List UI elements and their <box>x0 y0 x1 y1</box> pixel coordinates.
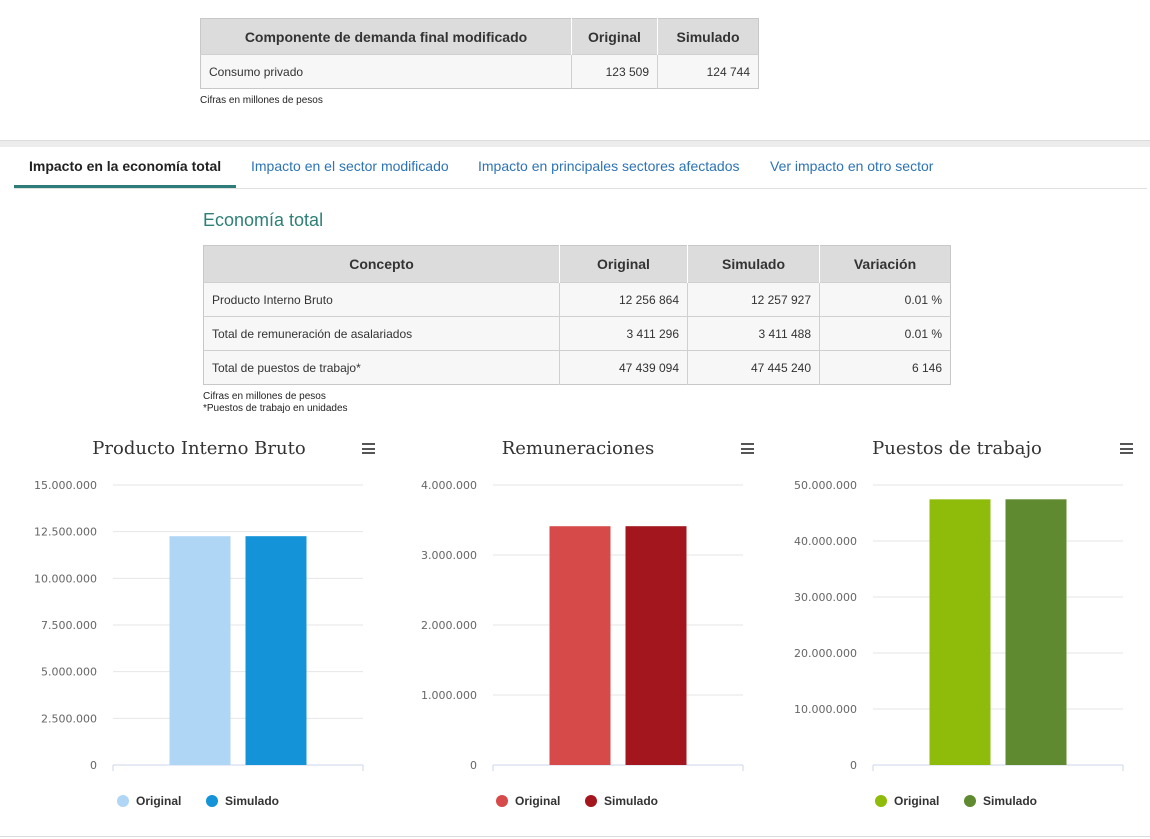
row-simulado: 47 445 240 <box>687 350 820 385</box>
y-tick-label: 10.000.000 <box>34 572 97 585</box>
row-original: 12 256 864 <box>559 282 688 317</box>
row-concept: Total de puestos de trabajo* <box>203 350 560 385</box>
y-tick-label: 20.000.000 <box>794 647 857 660</box>
impact-tabs: Impacto en la economía total Impacto en … <box>14 148 1147 189</box>
row-simulado: 3 411 488 <box>687 316 820 351</box>
section-title: Economía total <box>203 210 324 230</box>
y-tick-label: 40.000.000 <box>794 535 857 548</box>
legend-marker <box>117 795 129 807</box>
chart-title-puestos: Puestos de trabajo <box>872 438 1042 459</box>
legend-item-original[interactable]: Original <box>875 794 939 808</box>
y-tick-label: 0 <box>470 759 477 772</box>
col-header-original: Original <box>571 18 658 55</box>
y-tick-label: 10.000.000 <box>794 703 857 716</box>
y-tick-label: 5.000.000 <box>41 666 97 679</box>
col-header-simulado: Simulado <box>657 18 759 55</box>
col-header-variacion: Variación <box>819 245 951 283</box>
y-tick-label: 30.000.000 <box>794 591 857 604</box>
legend-item-simulado[interactable]: Simulado <box>964 794 1037 808</box>
chart-puestos: 0 10.000.000 20.000.000 30.000.000 40.000.00… <box>794 479 1124 772</box>
chart-remuneraciones: 0 1.000.000 2.000.000 3.000.000 4.000.000 <box>421 479 744 772</box>
y-tick-label: 2.500.000 <box>41 712 97 725</box>
tab-economia-total[interactable]: Impacto en la economía total <box>14 148 237 188</box>
chart-menu-icon[interactable] <box>362 443 375 454</box>
y-tick-label: 3.000.000 <box>421 549 477 562</box>
row-concept: Producto Interno Bruto <box>203 282 560 317</box>
y-tick-label: 4.000.000 <box>421 479 477 492</box>
y-tick-label: 15.000.000 <box>34 479 97 492</box>
tab-sector-modificado[interactable]: Impacto en el sector modificado <box>251 158 449 174</box>
y-tick-label: 1.000.000 <box>421 689 477 702</box>
y-tick-label: 2.000.000 <box>421 619 477 632</box>
section-divider <box>0 140 1150 147</box>
legend-marker <box>496 795 508 807</box>
economy-table-note-2: *Puestos de trabajo en unidades <box>203 403 348 414</box>
table-row: Total de remuneración de asalariados 3 4… <box>203 316 951 351</box>
legend-item-original[interactable]: Original <box>496 794 560 808</box>
legend-item-simulado[interactable]: Simulado <box>206 794 279 808</box>
row-concept: Total de remuneración de asalariados <box>203 316 560 351</box>
bar-original[interactable] <box>169 536 231 765</box>
chart-title-remuneraciones: Remuneraciones <box>501 438 655 459</box>
legend-marker <box>206 795 218 807</box>
chart-title-pib: Producto Interno Bruto <box>92 438 306 459</box>
row-variacion: 0.01 % <box>819 316 951 351</box>
bar-original[interactable] <box>929 499 991 765</box>
table-row: Consumo privado 123 509 124 744 <box>200 54 759 89</box>
chart-pib: 0 2.500.000 5.000.000 7.500.000 10.000.000 12… <box>34 479 364 772</box>
y-tick-label: 7.500.000 <box>41 619 97 632</box>
row-original: 123 509 <box>571 54 658 89</box>
y-tick-label: 50.000.000 <box>794 479 857 492</box>
tab-otro-sector[interactable]: Ver impacto en otro sector <box>770 158 934 174</box>
legend-item-original[interactable]: Original <box>117 794 181 808</box>
bottom-divider <box>0 836 1150 837</box>
col-header-original: Original <box>559 245 688 283</box>
row-simulado: 12 257 927 <box>687 282 820 317</box>
legend-marker <box>585 795 597 807</box>
demand-component-table: Componente de demanda final modificado O… <box>200 18 759 89</box>
col-header-component: Componente de demanda final modificado <box>200 18 572 55</box>
economy-table-note-1: Cifras en millones de pesos <box>203 391 326 402</box>
demand-table-note: Cifras en millones de pesos <box>200 95 323 106</box>
row-original: 47 439 094 <box>559 350 688 385</box>
chart-menu-icon[interactable] <box>741 443 754 454</box>
row-simulado: 124 744 <box>657 54 759 89</box>
bar-simulado[interactable] <box>625 526 687 765</box>
y-tick-label: 12.500.000 <box>34 526 97 539</box>
row-concept: Consumo privado <box>200 54 572 89</box>
table-row: Producto Interno Bruto 12 256 864 12 257… <box>203 282 951 317</box>
y-tick-label: 0 <box>90 759 97 772</box>
row-original: 3 411 296 <box>559 316 688 351</box>
legend-item-simulado[interactable]: Simulado <box>585 794 658 808</box>
col-header-simulado: Simulado <box>687 245 820 283</box>
legend-marker <box>964 795 976 807</box>
economy-total-table: Concepto Original Simulado Variación Pro… <box>203 245 951 385</box>
chart-menu-icon[interactable] <box>1120 443 1133 454</box>
bar-simulado[interactable] <box>1005 499 1067 765</box>
row-variacion: 6 146 <box>819 350 951 385</box>
y-tick-label: 0 <box>850 759 857 772</box>
row-variacion: 0.01 % <box>819 282 951 317</box>
tab-principales-sectores[interactable]: Impacto en principales sectores afectado… <box>478 158 740 174</box>
bar-simulado[interactable] <box>245 536 307 765</box>
col-header-concepto: Concepto <box>203 245 560 283</box>
legend-marker <box>875 795 887 807</box>
table-row: Total de puestos de trabajo* 47 439 094 … <box>203 350 951 385</box>
bar-original[interactable] <box>549 526 611 765</box>
